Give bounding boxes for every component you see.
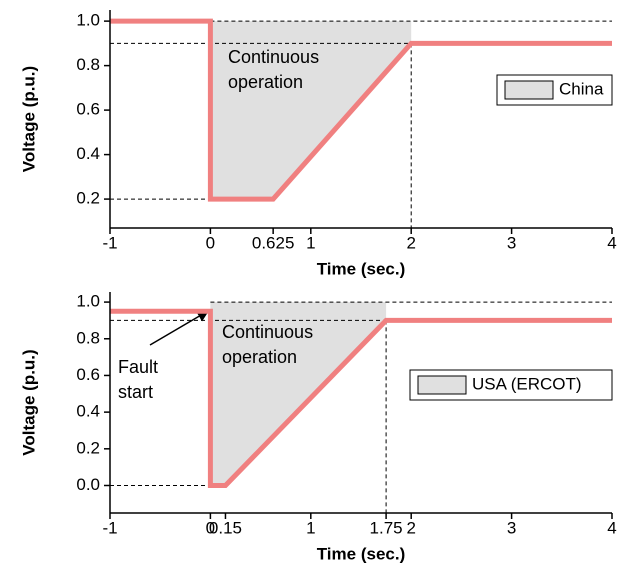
y-tick-label: 0.8 [76, 328, 100, 347]
x-tick-label: 1 [306, 518, 315, 537]
y-tick-label: 0.2 [76, 438, 100, 457]
y-tick-label: 0.4 [76, 144, 100, 163]
voltage-line [110, 308, 612, 488]
x-tick-label: 4 [607, 233, 616, 252]
x-tick-label: 3 [507, 518, 516, 537]
y-tick-label: 0.4 [76, 402, 100, 421]
x-tick-label: 1.75 [370, 518, 403, 537]
legend-swatch [504, 80, 554, 100]
fault-arrow [149, 310, 210, 346]
y-axis-label: Voltage (p.u.) [19, 349, 38, 455]
x-tick-label: 0 [206, 518, 215, 537]
x-tick-label: 2 [406, 518, 415, 537]
y-tick-label: 0.6 [76, 100, 100, 119]
x-axis-label: Time (sec.) [317, 259, 406, 278]
x-tick-label: -1 [102, 233, 117, 252]
x-tick-label: 0.15 [209, 518, 242, 537]
y-tick-label: 1.0 [76, 292, 100, 311]
continuous-area [210, 21, 412, 200]
x-tick-label: -1 [102, 518, 117, 537]
x-tick-label: 2 [406, 233, 415, 252]
legend-swatch [417, 375, 467, 395]
x-tick-label: 3 [507, 233, 516, 252]
x-axis-label: Time (sec.) [317, 544, 406, 563]
annotation: Continuous operation [228, 47, 320, 92]
y-tick-label: 0.0 [76, 475, 100, 494]
legend-label: China [559, 79, 604, 98]
annotation: Fault start [118, 357, 159, 402]
voltage-line [110, 18, 612, 202]
x-tick-label: 0 [206, 233, 215, 252]
x-tick-label: 0.625 [252, 233, 295, 252]
x-tick-label: 4 [607, 518, 616, 537]
y-axis-label: Voltage (p.u.) [19, 66, 38, 172]
continuous-area [210, 302, 387, 486]
y-tick-label: 0.6 [76, 365, 100, 384]
y-tick-label: 0.2 [76, 189, 100, 208]
legend-label: USA (ERCOT) [472, 374, 582, 393]
annotation: Continuous operation [222, 322, 314, 367]
x-tick-label: 1 [306, 233, 315, 252]
y-tick-label: 1.0 [76, 11, 100, 30]
y-tick-label: 0.8 [76, 55, 100, 74]
